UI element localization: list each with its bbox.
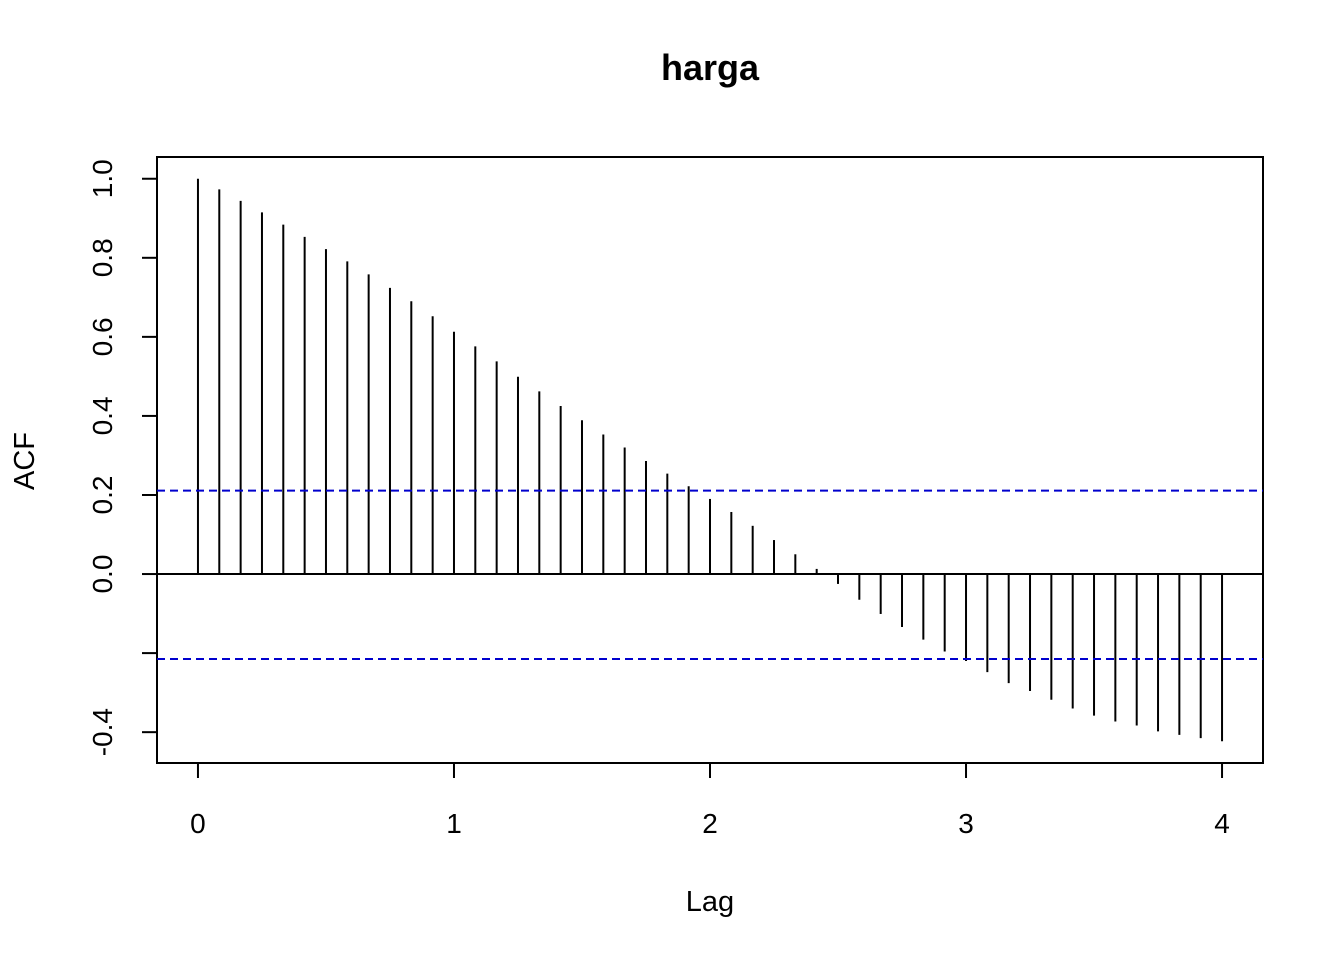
y-tick-label: 0.2 — [87, 476, 118, 515]
x-tick-label: 3 — [958, 808, 974, 839]
y-tick-label: 1.0 — [87, 159, 118, 198]
y-tick-label: 0.8 — [87, 238, 118, 277]
x-tick-label: 1 — [446, 808, 462, 839]
y-tick-label: 0.6 — [87, 317, 118, 356]
plot-frame — [156, 156, 1264, 764]
y-tick-label: 0.4 — [87, 396, 118, 435]
x-axis-label: Lag — [686, 886, 734, 918]
y-axis: -0.4 0.0 0.2 0.4 0.6 0.8 1.0 — [87, 159, 157, 756]
y-tick-label: 0.0 — [87, 555, 118, 594]
chart-title: harga — [661, 47, 760, 88]
x-axis: 0 1 2 3 4 — [190, 763, 1230, 839]
y-tick-label: -0.4 — [87, 708, 118, 756]
x-tick-label: 2 — [702, 808, 718, 839]
x-tick-label: 4 — [1214, 808, 1230, 839]
x-tick-label: 0 — [190, 808, 206, 839]
y-axis-label: ACF — [9, 432, 41, 490]
acf-bars — [196, 178, 1224, 742]
